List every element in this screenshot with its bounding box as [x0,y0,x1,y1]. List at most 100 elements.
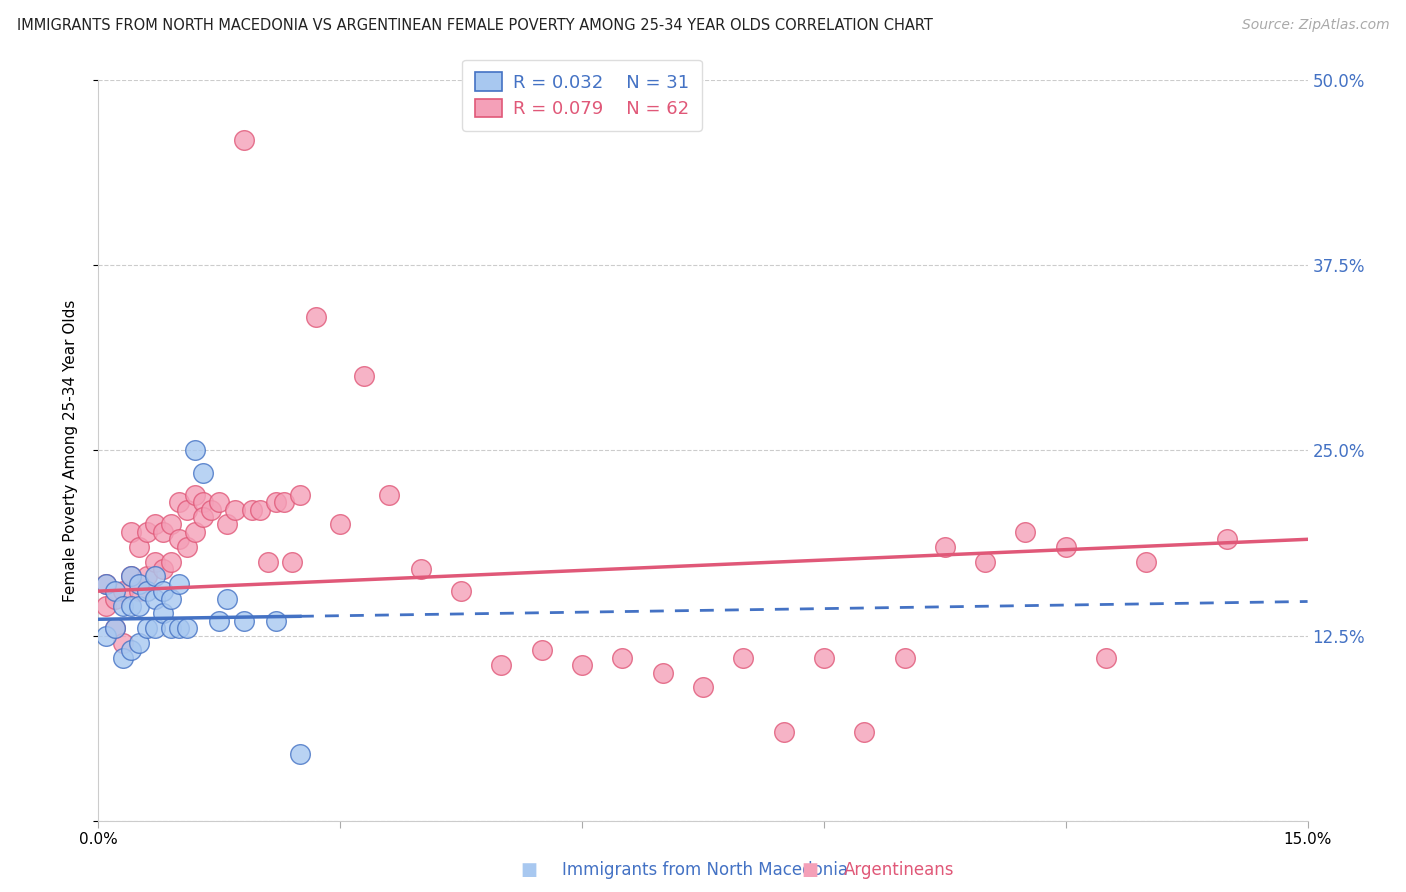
Point [974,555,997,569]
Point [193,495,215,509]
Point [1054,540,1077,554]
Point [152,524,174,539]
Text: ■: ■ [520,861,537,879]
Point [1135,555,1157,569]
Point [184,524,207,539]
Point [152,562,174,576]
Point [288,747,311,761]
Point [491,658,513,673]
Point [288,488,311,502]
Point [193,466,215,480]
Point [651,665,673,680]
Point [96,576,118,591]
Point [893,650,915,665]
Point [96,599,118,613]
Point [853,724,876,739]
Point [353,369,375,384]
Point [135,569,157,583]
Point [120,643,142,657]
Point [120,569,142,583]
Point [176,502,198,516]
Point [1014,524,1036,539]
Point [96,576,118,591]
Point [232,614,254,628]
Point [733,650,755,665]
Point [160,591,183,606]
Point [450,584,472,599]
Point [329,517,352,532]
Point [305,310,328,325]
Point [160,517,183,532]
Point [184,443,207,458]
Point [111,650,134,665]
Point [530,643,553,657]
Text: Argentineans: Argentineans [844,861,955,879]
Point [281,555,304,569]
Point [167,621,190,635]
Point [120,524,142,539]
Point [692,681,714,695]
Point [409,562,432,576]
Point [152,607,174,621]
Point [128,540,150,554]
Point [184,488,207,502]
Point [96,628,118,642]
Point [143,517,166,532]
Point [103,591,125,606]
Point [193,510,215,524]
Y-axis label: Female Poverty Among 25-34 Year Olds: Female Poverty Among 25-34 Year Olds [63,300,77,601]
Point [813,650,835,665]
Point [143,569,166,583]
Point [273,495,295,509]
Point [612,650,634,665]
Point [111,636,134,650]
Point [128,599,150,613]
Point [224,502,246,516]
Point [217,591,239,606]
Point [167,576,190,591]
Point [152,584,174,599]
Point [135,524,157,539]
Point [232,132,254,146]
Point [128,576,150,591]
Point [160,621,183,635]
Point [120,569,142,583]
Point [1095,650,1118,665]
Point [208,495,231,509]
Point [772,724,794,739]
Point [160,555,183,569]
Point [176,540,198,554]
Point [217,517,239,532]
Text: IMMIGRANTS FROM NORTH MACEDONIA VS ARGENTINEAN FEMALE POVERTY AMONG 25-34 YEAR O: IMMIGRANTS FROM NORTH MACEDONIA VS ARGEN… [17,18,932,33]
Legend: R = 0.032    N = 31, R = 0.079    N = 62: R = 0.032 N = 31, R = 0.079 N = 62 [463,60,702,131]
Text: ■: ■ [801,861,818,879]
Point [111,584,134,599]
Point [240,502,263,516]
Point [111,599,134,613]
Point [143,591,166,606]
Point [571,658,593,673]
Text: Immigrants from North Macedonia: Immigrants from North Macedonia [562,861,848,879]
Point [934,540,956,554]
Point [249,502,271,516]
Point [120,599,142,613]
Point [377,488,399,502]
Point [103,621,125,635]
Point [103,621,125,635]
Point [176,621,198,635]
Point [167,533,190,547]
Point [1216,533,1239,547]
Point [128,584,150,599]
Point [200,502,222,516]
Point [143,621,166,635]
Text: Source: ZipAtlas.com: Source: ZipAtlas.com [1241,18,1389,32]
Point [143,555,166,569]
Point [167,495,190,509]
Point [208,614,231,628]
Point [135,584,157,599]
Point [128,636,150,650]
Point [256,555,278,569]
Point [135,621,157,635]
Point [103,584,125,599]
Point [264,614,287,628]
